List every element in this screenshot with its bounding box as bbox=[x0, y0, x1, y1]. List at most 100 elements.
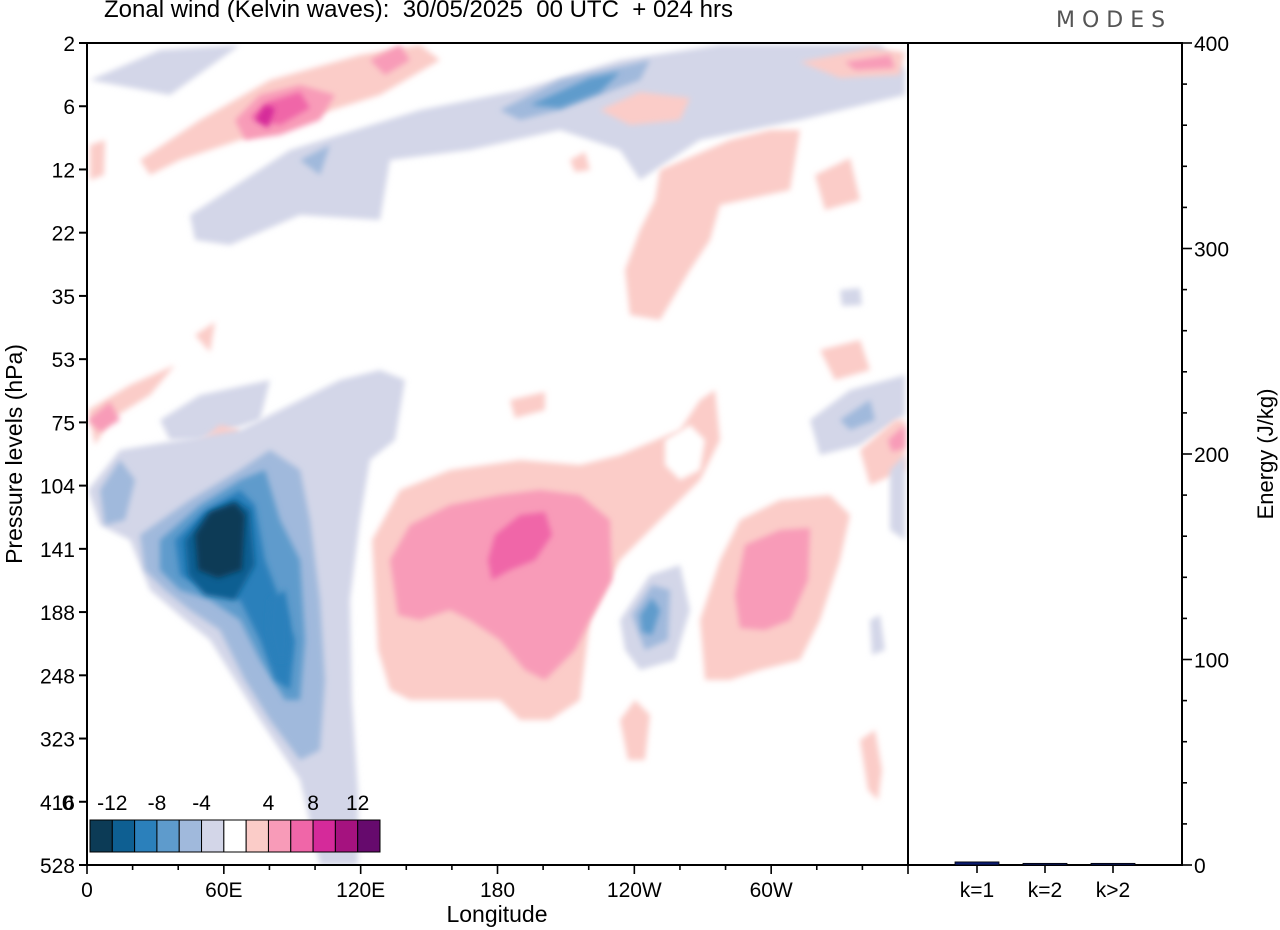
contour-region bbox=[815, 158, 860, 210]
contour-region bbox=[510, 392, 545, 418]
contour-region bbox=[840, 288, 862, 306]
colorbar: -12 -8 -4 0 4 8 12 bbox=[62, 792, 381, 853]
colorbar-swatch bbox=[111, 819, 136, 853]
energy-y-axis: 0 100 200 300 400 bbox=[1182, 33, 1229, 878]
y-tick-label: 6 bbox=[63, 96, 75, 119]
energy-tick-label: 200 bbox=[1194, 444, 1229, 467]
x-tick-label: 180 bbox=[480, 879, 515, 902]
colorbar-swatch bbox=[245, 819, 269, 853]
colorbar-swatch bbox=[89, 819, 113, 853]
x-tick-label: 120E bbox=[336, 879, 385, 902]
x-tick-label: 60W bbox=[750, 879, 793, 902]
contour-region bbox=[665, 425, 705, 480]
colorbar-swatch bbox=[334, 819, 359, 853]
x-axis-label: Longitude bbox=[446, 901, 547, 927]
contour-region bbox=[88, 402, 120, 432]
y-tick-label: 35 bbox=[52, 286, 75, 309]
y-tick-label: 141 bbox=[40, 539, 75, 562]
y-tick-label: 248 bbox=[40, 665, 75, 688]
energy-tick-label: 300 bbox=[1194, 239, 1229, 262]
x-tick-label: 0 bbox=[81, 879, 93, 902]
contour-region bbox=[300, 145, 330, 175]
y-tick-label: 53 bbox=[52, 349, 75, 372]
colorbar-swatch bbox=[201, 819, 225, 853]
energy-x-tick-label: k=1 bbox=[960, 879, 994, 902]
contour-region bbox=[160, 380, 270, 440]
energy-bars bbox=[954, 861, 1136, 866]
heatmap-y-axis: 2 6 12 22 35 53 75 104 141 188 248 323 416 528 bbox=[40, 33, 87, 878]
contour-region bbox=[888, 425, 905, 452]
contour-region bbox=[100, 460, 135, 525]
y-tick-label: 75 bbox=[52, 412, 75, 435]
y-axis-label: Pressure levels (hPa) bbox=[1, 344, 27, 564]
contour-region bbox=[255, 105, 275, 128]
contour-region bbox=[840, 400, 875, 430]
energy-x-axis: k=1 k=2 k>2 bbox=[960, 865, 1130, 902]
brand-logo: MODES bbox=[1056, 8, 1173, 33]
contour-region bbox=[870, 615, 885, 655]
energy-axis-label: Energy (J/kg) bbox=[1253, 389, 1278, 520]
energy-tick-label: 400 bbox=[1194, 33, 1229, 56]
colorbar-swatch bbox=[357, 819, 381, 853]
y-tick-label: 528 bbox=[40, 855, 75, 878]
contour-region bbox=[488, 512, 552, 580]
y-tick-label: 2 bbox=[63, 33, 75, 56]
y-tick-label: 22 bbox=[52, 223, 75, 246]
colorbar-swatch bbox=[312, 819, 336, 853]
colorbar-swatch bbox=[156, 819, 180, 853]
x-tick-label: 60E bbox=[205, 879, 242, 902]
contour-region bbox=[530, 72, 620, 108]
y-tick-label: 323 bbox=[40, 729, 75, 752]
contour-region bbox=[268, 590, 290, 660]
colorbar-swatch bbox=[178, 819, 203, 853]
energy-panel: 0 100 200 300 400 k=1 k=2 k>2 Energy (J/kg) bbox=[907, 33, 1278, 902]
colorbar-label: 4 bbox=[263, 792, 275, 815]
heatmap-x-axis: 0 60E 120E 180 120W 60W bbox=[81, 865, 909, 902]
contour-region bbox=[620, 700, 650, 760]
colorbar-label: 8 bbox=[307, 792, 319, 815]
contour-region bbox=[570, 152, 590, 172]
contour-region bbox=[600, 92, 690, 125]
contour-region bbox=[860, 730, 882, 800]
colorbar-swatch bbox=[267, 819, 292, 853]
energy-tick-label: 0 bbox=[1194, 855, 1206, 878]
energy-bar bbox=[1090, 862, 1136, 866]
contour-region bbox=[625, 130, 800, 320]
colorbar-label: 12 bbox=[346, 792, 369, 815]
colorbar-swatch bbox=[223, 819, 247, 853]
colorbar-label: -12 bbox=[97, 792, 127, 815]
y-tick-label: 12 bbox=[52, 159, 75, 182]
colorbar-label: 0 bbox=[62, 792, 74, 815]
contour-region bbox=[90, 45, 240, 95]
contour-region bbox=[845, 55, 895, 70]
colorbar-swatch bbox=[290, 819, 314, 853]
colorbar-label: -8 bbox=[148, 792, 167, 815]
y-tick-label: 104 bbox=[40, 476, 75, 499]
contour-region bbox=[195, 503, 245, 578]
contour-region bbox=[190, 45, 905, 245]
energy-tick-label: 100 bbox=[1194, 650, 1229, 673]
energy-frame bbox=[907, 42, 1183, 866]
energy-x-tick-label: k>2 bbox=[1096, 879, 1130, 902]
heatmap-panel: -12 -8 -4 0 4 8 12 0 60E 120E 180 120W 60W 2 6 12 22 35… bbox=[1, 33, 909, 927]
contour-region bbox=[195, 322, 215, 352]
energy-x-tick-label: k=2 bbox=[1028, 879, 1062, 902]
contour-region bbox=[735, 528, 810, 630]
contour-region bbox=[88, 365, 175, 445]
energy-bar bbox=[1022, 862, 1068, 866]
y-tick-label: 416 bbox=[40, 792, 75, 815]
contour-region bbox=[890, 455, 905, 540]
x-tick-label: 120W bbox=[607, 879, 662, 902]
y-tick-label: 188 bbox=[40, 602, 75, 625]
contour-region bbox=[390, 490, 612, 680]
chart-title: Zonal wind (Kelvin waves): 30/05/2025 00… bbox=[104, 0, 733, 23]
contour-region bbox=[90, 140, 105, 180]
contour-field bbox=[88, 45, 905, 865]
contour-region bbox=[640, 598, 660, 635]
contour-region bbox=[370, 45, 410, 75]
colorbar-label: -4 bbox=[192, 792, 211, 815]
contour-region bbox=[820, 340, 870, 380]
energy-bar bbox=[954, 861, 1000, 866]
colorbar-swatch bbox=[134, 819, 158, 853]
